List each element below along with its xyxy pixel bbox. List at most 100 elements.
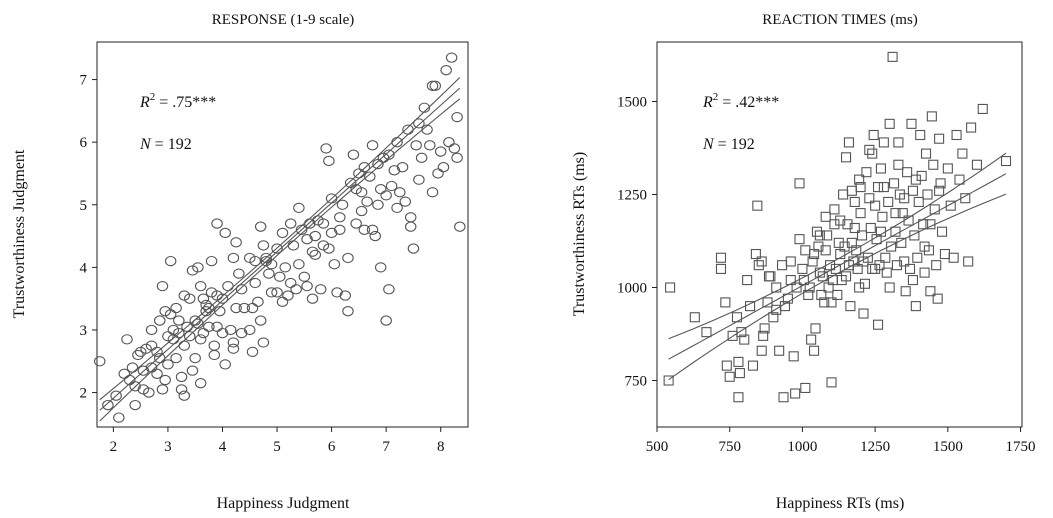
- data-point: [935, 178, 946, 189]
- data-point: [181, 321, 193, 332]
- data-point: [817, 271, 828, 282]
- data-point: [858, 308, 869, 319]
- data-point: [413, 118, 425, 129]
- y-tick-label: 1250: [617, 188, 647, 204]
- data-point: [194, 378, 207, 389]
- data-point: [290, 284, 302, 295]
- data-point: [929, 204, 940, 215]
- y-tick-label: 750: [625, 374, 648, 390]
- data-point: [295, 224, 308, 235]
- data-point: [394, 187, 406, 198]
- data-point: [912, 252, 923, 263]
- data-point: [391, 202, 403, 214]
- data-point: [238, 302, 251, 314]
- data-point: [274, 271, 286, 282]
- data-point: [203, 321, 215, 332]
- n-annotation: N = 192: [702, 136, 755, 153]
- x-tick-label: 7: [382, 439, 390, 455]
- data-point: [849, 196, 860, 208]
- data-point: [334, 224, 346, 235]
- data-point: [178, 340, 191, 351]
- data-point: [840, 152, 852, 163]
- data-point: [875, 226, 886, 237]
- data-point: [936, 226, 948, 237]
- data-point: [293, 202, 305, 214]
- data-point: [159, 306, 171, 317]
- data-point: [804, 282, 815, 293]
- data-point: [306, 293, 319, 304]
- data-point: [426, 187, 439, 198]
- y-tick-label: 6: [80, 135, 88, 151]
- confidence-band-line: [668, 193, 1007, 381]
- plot-frame: [96, 41, 469, 428]
- data-point: [271, 287, 283, 298]
- data-point: [170, 302, 182, 314]
- data-point: [842, 219, 853, 230]
- data-point: [164, 255, 177, 267]
- data-point: [870, 263, 881, 274]
- data-point: [284, 277, 297, 289]
- data-point: [219, 359, 231, 370]
- data-point: [782, 293, 793, 304]
- data-point: [840, 271, 852, 282]
- data-point: [814, 267, 825, 278]
- data-point: [893, 159, 904, 170]
- data-point: [235, 327, 248, 339]
- data-point: [235, 284, 248, 295]
- data-point: [443, 137, 455, 148]
- data-point: [833, 237, 844, 248]
- data-point: [925, 286, 936, 297]
- data-point: [878, 137, 889, 148]
- data-point: [445, 52, 458, 63]
- data-point: [720, 297, 731, 308]
- data-point: [429, 80, 442, 91]
- data-point: [826, 297, 837, 308]
- data-point: [966, 122, 977, 133]
- data-point: [774, 345, 785, 356]
- data-point: [902, 167, 913, 178]
- data-point: [252, 296, 264, 307]
- data-point: [366, 224, 379, 235]
- data-point: [320, 143, 332, 154]
- data-point: [189, 315, 201, 326]
- data-point: [194, 334, 207, 345]
- data-point: [424, 140, 436, 151]
- data-point: [404, 221, 417, 232]
- y-axis-label: Trustworthiness Judgment: [11, 149, 28, 318]
- data-point: [884, 282, 895, 293]
- data-point: [977, 103, 988, 115]
- data-point: [173, 315, 185, 326]
- data-point: [200, 306, 212, 317]
- data-point: [896, 237, 907, 248]
- data-point: [113, 412, 125, 423]
- x-tick-label: 1250: [860, 439, 890, 455]
- regression-line: [99, 87, 461, 411]
- data-point: [200, 299, 212, 311]
- x-tick-label: 8: [437, 439, 445, 455]
- data-point: [864, 193, 875, 204]
- data-points: [93, 52, 466, 423]
- data-point: [794, 178, 805, 189]
- data-point: [426, 80, 439, 91]
- data-point: [756, 256, 767, 267]
- data-point: [233, 268, 245, 279]
- data-point: [820, 211, 831, 222]
- data-point: [753, 260, 764, 271]
- data-point: [203, 302, 215, 314]
- data-point: [276, 296, 289, 307]
- data-point: [800, 382, 811, 393]
- data-point: [925, 219, 936, 230]
- data-point: [870, 200, 881, 211]
- data-point: [230, 302, 242, 314]
- data-point: [219, 227, 231, 239]
- data-point: [132, 349, 144, 361]
- data-point: [888, 178, 900, 189]
- data-point: [407, 243, 420, 254]
- panel-title: RESPONSE (1-9 scale): [212, 12, 355, 28]
- data-point: [854, 174, 865, 185]
- data-point: [884, 118, 895, 129]
- data-point: [440, 65, 452, 76]
- data-point: [410, 140, 422, 151]
- data-point: [832, 289, 843, 300]
- data-point: [156, 384, 169, 395]
